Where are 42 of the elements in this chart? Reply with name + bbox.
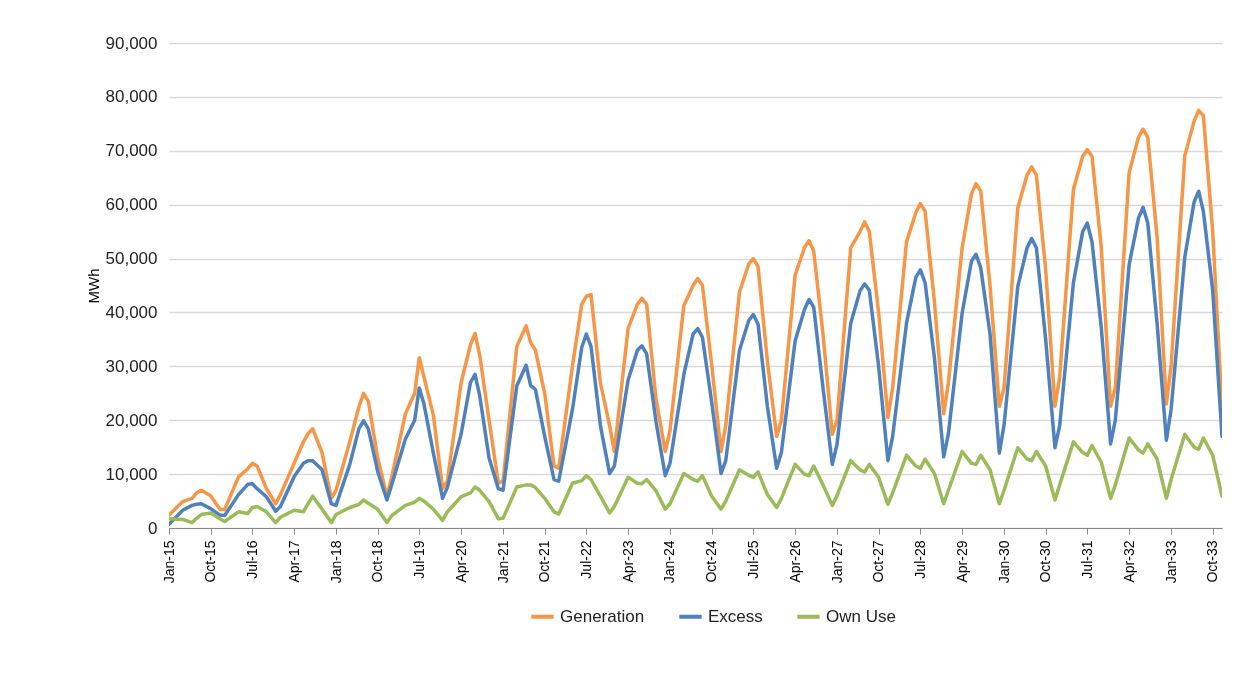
x-tick-label: Oct-27 xyxy=(870,540,887,583)
y-tick-label: 40,000 xyxy=(105,302,158,322)
x-tick-label: Jul-25 xyxy=(744,540,761,579)
y-tick-label: 60,000 xyxy=(105,195,158,215)
y-tick-label: 70,000 xyxy=(105,141,158,161)
x-tick-label: Jan-15 xyxy=(160,540,177,584)
y-tick-label: 80,000 xyxy=(105,87,158,107)
x-tick-label: Apr-32 xyxy=(1120,540,1137,583)
y-tick-label: 20,000 xyxy=(105,410,158,430)
x-tick-label: Jan-33 xyxy=(1162,540,1179,584)
y-tick-label: 10,000 xyxy=(105,464,158,484)
x-tick-label: Jan-30 xyxy=(995,540,1012,584)
line-series xyxy=(169,432,1222,525)
x-tick-label: Jan-27 xyxy=(828,540,845,584)
x-tick-label: Jan-18 xyxy=(327,540,344,584)
legend-label: Generation xyxy=(560,606,645,626)
x-tick-label: Apr-23 xyxy=(619,540,636,583)
y-tick-label: 90,000 xyxy=(105,33,158,53)
x-tick-label: Oct-33 xyxy=(1204,540,1221,583)
x-tick-label: Jul-16 xyxy=(243,540,260,579)
line-series xyxy=(169,108,1222,517)
x-tick-label: Oct-30 xyxy=(1037,540,1054,583)
x-tick-label: Oct-21 xyxy=(536,540,553,583)
x-tick-label: Apr-29 xyxy=(953,540,970,583)
y-tick-label: 0 xyxy=(148,518,158,538)
x-tick-label: Jan-24 xyxy=(661,540,678,584)
x-tick-label: Jan-21 xyxy=(494,540,511,584)
x-tick-label: Jul-28 xyxy=(911,540,928,579)
x-tick-label: Oct-18 xyxy=(369,540,386,583)
x-tick-label: Jul-31 xyxy=(1078,540,1095,579)
x-tick-label: Apr-20 xyxy=(452,540,469,583)
y-axis-title: MWh xyxy=(84,268,102,304)
x-tick-label: Oct-24 xyxy=(703,540,720,583)
x-tick-label: Apr-17 xyxy=(285,540,302,583)
legend-label: Excess xyxy=(708,606,763,626)
y-tick-label: 50,000 xyxy=(105,249,158,269)
x-tick-label: Oct-15 xyxy=(202,540,219,583)
x-tick-label: Jul-19 xyxy=(410,540,427,579)
legend-label: Own Use xyxy=(826,606,896,626)
y-tick-label: 30,000 xyxy=(105,356,158,376)
x-tick-label: Apr-26 xyxy=(786,540,803,583)
x-tick-label: Jul-22 xyxy=(577,540,594,579)
